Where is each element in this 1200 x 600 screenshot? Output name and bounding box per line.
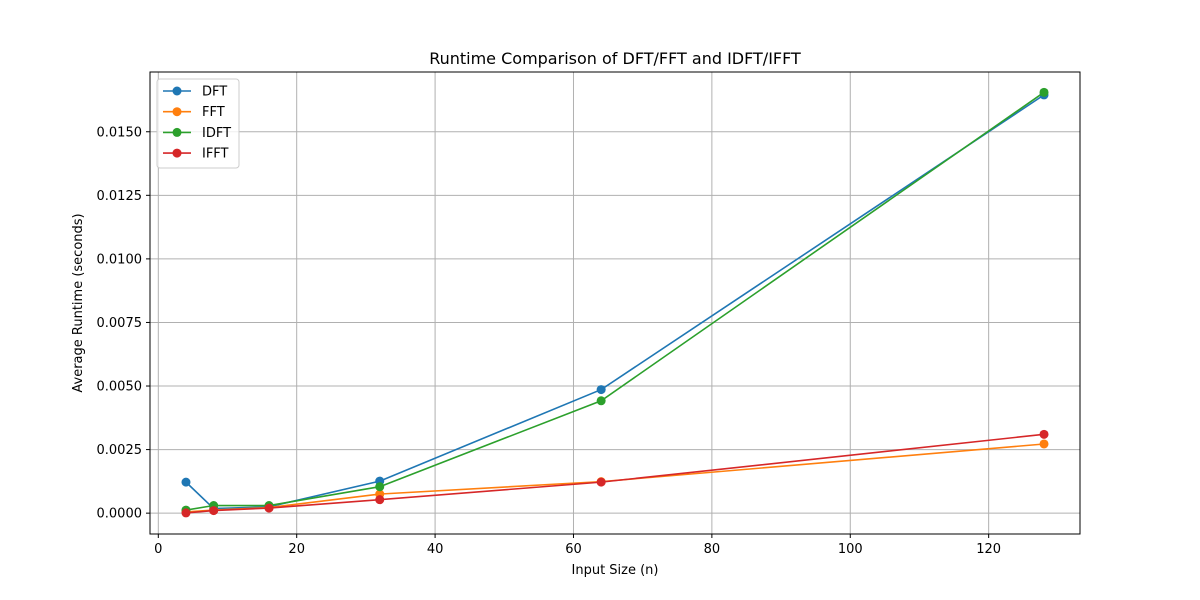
y-tick-label: 0.0050	[97, 380, 143, 395]
legend-label-ifft: IFFT	[202, 147, 229, 162]
y-tick-label: 0.0125	[97, 189, 143, 204]
legend-marker-fft	[172, 107, 182, 117]
legend-item-fft: FFT	[163, 105, 225, 120]
data-point-idft	[596, 396, 606, 406]
legend-label-idft: IDFT	[202, 126, 231, 141]
legend-marker-dft	[172, 86, 182, 96]
data-point-idft	[1039, 87, 1049, 97]
x-tick-label: 60	[565, 542, 582, 557]
legend: DFT FFT IDFT IFFT	[156, 78, 240, 169]
data-point-ifft	[181, 508, 191, 518]
series-line-dft	[185, 94, 1045, 510]
x-tick-label: 40	[427, 542, 444, 557]
legend-label-dft: DFT	[202, 85, 227, 100]
legend-item-dft: DFT	[163, 85, 227, 100]
legend-marker-idft	[172, 127, 182, 137]
y-axis-label: Average Runtime (seconds)	[71, 213, 86, 392]
chart-title: Runtime Comparison of DFT/FFT and IDFT/I…	[429, 49, 801, 68]
legend-box	[156, 78, 240, 169]
y-tick-label: 0.0150	[97, 125, 143, 140]
data-point-ifft	[264, 503, 274, 513]
data-point-fft	[1039, 439, 1049, 449]
data-point-ifft	[596, 477, 606, 487]
data-point-ifft	[209, 506, 219, 516]
x-tick-label: 100	[838, 542, 863, 557]
legend-item-idft: IDFT	[163, 126, 231, 141]
series-line-idft	[185, 91, 1045, 511]
axes-frame	[149, 71, 1081, 535]
series-line-ifft	[185, 433, 1045, 514]
x-axis-label: Input Size (n)	[572, 563, 659, 578]
ticks: 0 20 40 60 80 100 120 0.0000 0.0025 0.0050 0.0075 0…	[97, 125, 1002, 557]
data-point-ifft	[375, 495, 385, 505]
data-point-dft	[181, 477, 191, 487]
grid	[150, 72, 1080, 534]
x-tick-label: 120	[976, 542, 1001, 557]
data-point-ifft	[1039, 429, 1049, 439]
y-tick-label: 0.0100	[97, 252, 143, 267]
y-tick-label: 0.0075	[97, 316, 143, 331]
x-tick-label: 80	[704, 542, 721, 557]
series-layer	[181, 87, 1049, 518]
x-tick-label: 20	[288, 542, 305, 557]
legend-marker-ifft	[172, 148, 182, 158]
x-tick-label: 0	[154, 542, 162, 557]
series-ifft	[181, 429, 1049, 518]
data-point-idft	[375, 482, 385, 492]
legend-label-fft: FFT	[202, 105, 225, 120]
y-tick-label: 0.0025	[97, 443, 143, 458]
y-tick-label: 0.0000	[97, 507, 143, 522]
legend-item-ifft: IFFT	[163, 147, 229, 162]
data-point-dft	[596, 385, 606, 395]
